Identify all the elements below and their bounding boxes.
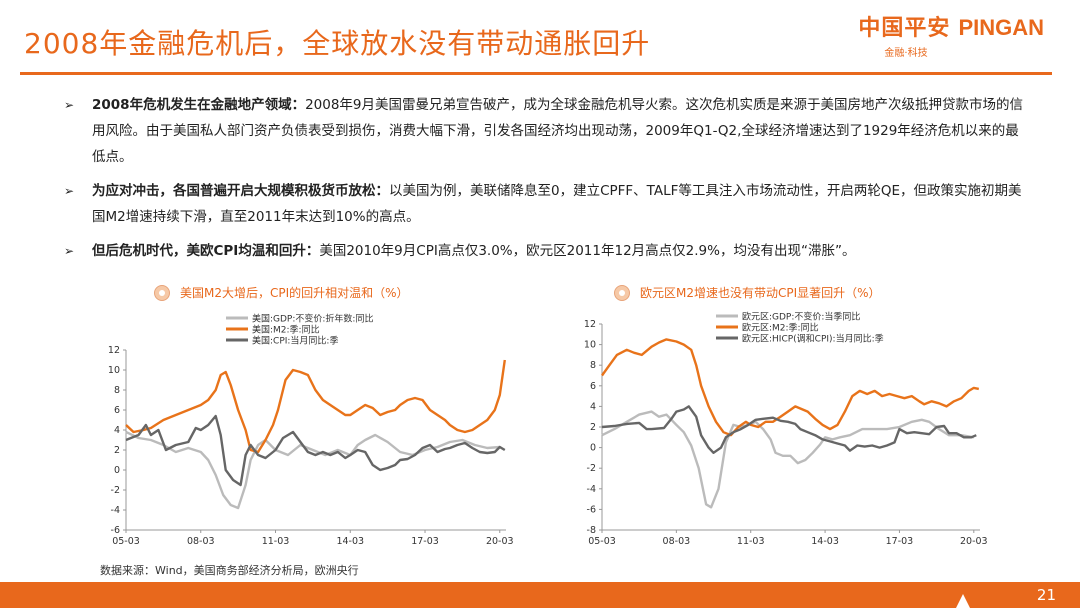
eu-chart: 欧元区M2增速也没有带动CPI显著回升（%） -8 -6 -4 -2 0 2 4 6 8 10 12… — [570, 280, 1000, 556]
us-chart-title-text: 美国M2大增后，CPI的回升相对温和（%） — [180, 286, 409, 300]
bullet-text: 美国2010年9月CPI高点仅3.0%，欧元区2011年12月高点仅2.9%，均… — [319, 243, 856, 259]
logo-cn-text: 中国平安 — [858, 16, 951, 41]
y-tick-label: 4 — [590, 401, 596, 412]
data-source-note: 数据来源：Wind，美国商务部经济分析局，欧洲央行 — [100, 564, 359, 577]
x-tick-label: 17-03 — [411, 536, 439, 547]
header-divider — [20, 72, 1052, 75]
x-tick-label: 17-03 — [886, 536, 914, 547]
y-tick-label: 2 — [590, 422, 596, 433]
legend-label: 美国:CPI:当月同比:季 — [252, 335, 338, 347]
x-tick-label: 11-03 — [737, 536, 765, 547]
legend-label: 欧元区:HICP(调和CPI):当月同比:季 — [742, 333, 884, 345]
y-tick-label: 6 — [114, 405, 120, 416]
y-tick-label: 10 — [584, 340, 596, 351]
y-tick-label: -2 — [111, 485, 120, 496]
legend-label: 欧元区:M2:季:同比 — [742, 322, 819, 334]
x-tick-label: 08-03 — [187, 536, 215, 547]
y-tick-label: 12 — [108, 345, 120, 356]
us-chart-plot: -6 -4 -2 0 2 4 6 8 10 12 05-03 08-03 11-03 14-03 17-03… — [108, 313, 514, 548]
legend-label: 美国:GDP:不变价:折年数:同比 — [252, 313, 373, 325]
series-line-2 — [601, 338, 980, 437]
bullet-item: ➢ 2008年危机发生在金融地产领域：2008年9月美国雷曼兄弟宣告破产，成为全… — [64, 92, 1024, 170]
title-bullet-icon — [614, 284, 630, 301]
x-tick-label: 14-03 — [336, 536, 364, 547]
y-tick-label: 6 — [590, 381, 596, 392]
y-tick-label: -6 — [111, 525, 120, 536]
logo-subtitle: 金融·科技 — [884, 48, 928, 59]
y-tick-label: -4 — [111, 505, 120, 516]
bullet-heading: 但后危机时代，美欧CPI均温和回升： — [92, 243, 320, 259]
bullet-arrow-icon: ➢ — [64, 184, 75, 198]
y-tick-label: 10 — [108, 365, 120, 376]
eu-chart-plot: -8 -6 -4 -2 0 2 4 6 8 10 12 05-03 08-03 11-03 14-03 17-… — [584, 311, 988, 548]
x-tick-label: 08-03 — [663, 536, 691, 547]
x-tick-label: 05-03 — [112, 536, 140, 547]
x-tick-label: 05-03 — [588, 536, 616, 547]
y-tick-label: 2 — [114, 445, 120, 456]
footer-bar: 21 — [0, 582, 1080, 608]
us-chart-title: 美国M2大增后，CPI的回升相对温和（%） — [154, 284, 409, 301]
series-line-1 — [601, 410, 975, 509]
bullet-item: ➢ 为应对冲击，各国普遍开启大规模积极货币放松：以美国为例，美联储降息至0，建立… — [64, 178, 1024, 230]
legend-label: 美国:M2:季:同比 — [252, 324, 320, 336]
us-chart: 美国M2大增后，CPI的回升相对温和（%） -6 -4 -2 0 2 4 6 8 10 12 05-… — [96, 280, 516, 556]
y-tick-label: 4 — [114, 425, 120, 436]
bullet-arrow-icon: ➢ — [64, 98, 75, 112]
y-tick-label: 12 — [584, 319, 596, 330]
x-tick-label: 20-03 — [960, 536, 988, 547]
y-tick-label: 0 — [590, 443, 596, 454]
title-bullet-icon — [154, 284, 170, 301]
x-tick-label: 14-03 — [811, 536, 839, 547]
bullet-item: ➢ 但后危机时代，美欧CPI均温和回升：美国2010年9月CPI高点仅3.0%，… — [64, 238, 1024, 264]
bullet-text: 以美国为例，美联储降息至0，建立CPFF、TALF等工具注入市场流动性，开启两轮… — [92, 183, 1022, 225]
bullet-heading: 2008年危机发生在金融地产领域： — [92, 97, 306, 113]
corner-triangle-icon — [956, 594, 970, 608]
bullet-heading: 为应对冲击，各国普遍开启大规模积极货币放松： — [92, 183, 389, 199]
y-tick-label: -2 — [587, 463, 596, 474]
logo-en-text: PINGAN — [958, 15, 1044, 40]
y-tick-label: -4 — [587, 484, 596, 495]
y-tick-label: -6 — [587, 504, 596, 515]
x-tick-label: 11-03 — [262, 536, 290, 547]
series-line-2 — [125, 359, 506, 454]
legend-label: 欧元区:GDP:不变价:当季同比 — [742, 311, 860, 323]
y-tick-label: 8 — [114, 385, 120, 396]
pingan-logo: 中国平安 PINGAN 金融·科技 — [858, 10, 1044, 59]
y-tick-label: 8 — [590, 360, 596, 371]
series-line-3 — [601, 405, 977, 455]
x-tick-label: 20-03 — [486, 536, 514, 547]
y-tick-label: 0 — [114, 465, 120, 476]
eu-chart-title: 欧元区M2增速也没有带动CPI显著回升（%） — [614, 284, 881, 301]
bullet-list: ➢ 2008年危机发生在金融地产领域：2008年9月美国雷曼兄弟宣告破产，成为全… — [64, 92, 1024, 272]
series-line-3 — [125, 414, 506, 487]
series-line-1 — [125, 430, 500, 510]
eu-chart-title-text: 欧元区M2增速也没有带动CPI显著回升（%） — [640, 286, 881, 300]
page-number: 21 — [1036, 586, 1056, 604]
y-tick-label: -8 — [587, 525, 596, 536]
bullet-text: 2008年9月美国雷曼兄弟宣告破产，成为全球金融危机导火索。这次危机实质是来源于… — [92, 97, 1024, 165]
page-title: 2008年金融危机后，全球放水没有带动通胀回升 — [24, 27, 651, 60]
bullet-arrow-icon: ➢ — [64, 244, 75, 258]
